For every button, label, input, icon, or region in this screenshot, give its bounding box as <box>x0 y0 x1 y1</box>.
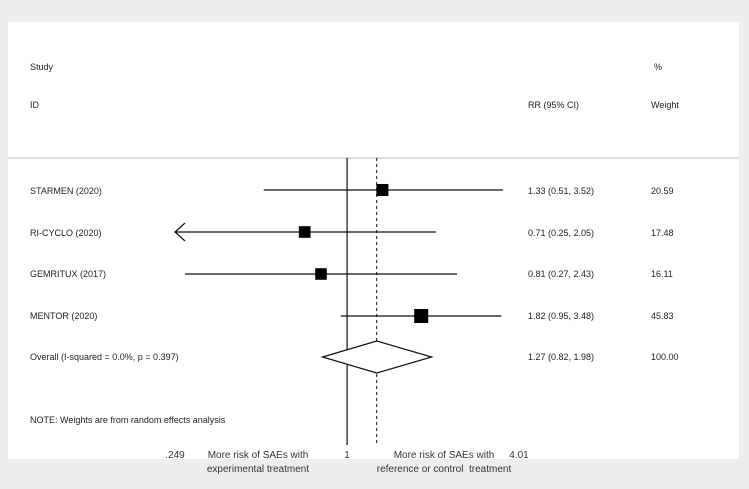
overall-ci-text: 1.27 (0.82, 1.98) <box>528 352 594 362</box>
x-tick-label: .249 <box>165 450 185 461</box>
study-ci-text: 0.81 (0.27, 2.43) <box>528 269 594 279</box>
plot-panel <box>8 22 739 459</box>
study-label: RI-CYCLO (2020) <box>30 228 102 238</box>
x-annotation-right: reference or control treatment <box>377 464 512 475</box>
header-percent: % <box>654 62 662 72</box>
study-weight-text: 20.59 <box>651 186 674 196</box>
note-text: NOTE: Weights are from random effects an… <box>30 415 226 425</box>
header-study: Study <box>30 62 54 72</box>
point-estimate <box>414 309 429 323</box>
study-weight-text: 45.83 <box>651 311 674 321</box>
study-label: STARMEN (2020) <box>30 186 102 196</box>
x-annotation-left: experimental treatment <box>207 464 309 475</box>
header-id: ID <box>30 100 40 110</box>
x-tick-label: 1 <box>344 450 350 461</box>
overall-label: Overall (I-squared = 0.0%, p = 0.397) <box>30 352 179 362</box>
study-weight-text: 16.11 <box>651 269 673 279</box>
plot-marks <box>174 158 503 445</box>
study-ci-text: 0.71 (0.25, 2.05) <box>528 228 594 238</box>
overall-diamond <box>320 340 434 374</box>
study-label: MENTOR (2020) <box>30 311 97 321</box>
x-annotation-right: More risk of SAEs with <box>394 450 495 461</box>
study-label: GEMRITUX (2017) <box>30 269 106 279</box>
point-estimate <box>298 226 311 238</box>
header-weight: Weight <box>651 100 679 110</box>
x-annotation-left: More risk of SAEs with <box>208 450 309 461</box>
x-tick-label: 4.01 <box>509 450 529 461</box>
study-ci-text: 1.33 (0.51, 3.52) <box>528 186 594 196</box>
point-estimate <box>376 183 389 197</box>
overall-weight-text: 100.00 <box>651 352 679 362</box>
header-rr-ci: RR (95% CI) <box>528 100 579 110</box>
point-estimate <box>315 268 327 280</box>
ci-arrow <box>174 222 186 242</box>
study-ci-text: 1.82 (0.95, 3.48) <box>528 311 594 321</box>
study-weight-text: 17.48 <box>651 228 674 238</box>
